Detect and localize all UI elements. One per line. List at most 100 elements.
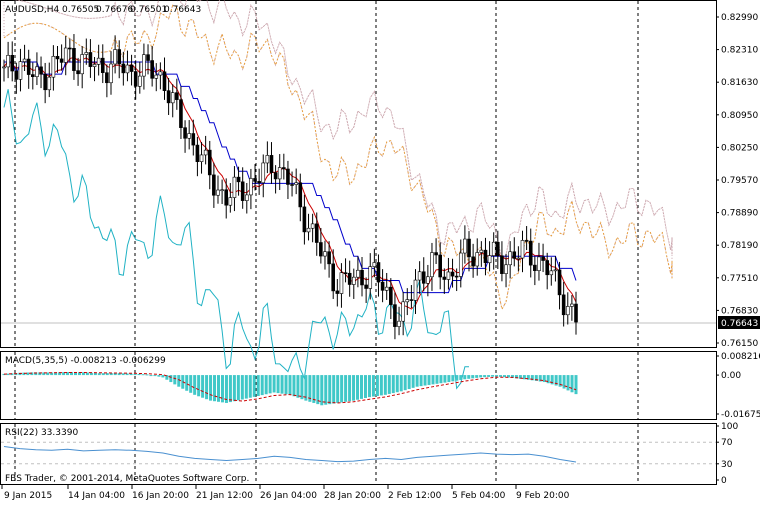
- macd-bar: [506, 375, 510, 378]
- macd-bar: [217, 375, 220, 402]
- candle-body: [549, 270, 554, 276]
- macd-bar: [169, 375, 173, 383]
- macd-bar: [201, 375, 205, 398]
- macd-bar: [344, 375, 348, 402]
- macd-bar: [165, 375, 169, 380]
- candle-body: [356, 269, 360, 278]
- candle-body: [500, 255, 504, 274]
- macd-bar: [336, 375, 340, 403]
- candle-body: [512, 251, 517, 259]
- candle-body: [175, 92, 179, 100]
- macd-bar: [2, 373, 6, 376]
- candle-body: [187, 133, 191, 139]
- macd-bar: [518, 375, 522, 379]
- candle-body: [18, 61, 23, 80]
- candle-body: [504, 264, 508, 274]
- candle-body: [302, 206, 307, 233]
- candle-body: [421, 271, 426, 284]
- candle-body: [339, 272, 344, 294]
- macd-bar: [546, 375, 550, 384]
- macd-bar: [66, 372, 70, 376]
- candle-body: [43, 73, 47, 91]
- macd-bar: [514, 375, 518, 379]
- main-panel-frame: [0, 0, 717, 348]
- candle-body: [306, 227, 311, 233]
- macd-bar: [300, 375, 304, 400]
- senkou-span-a: [3, 4, 673, 311]
- candle-body: [96, 57, 101, 65]
- candle-body: [195, 144, 200, 162]
- macd-bar: [411, 375, 415, 388]
- macd-bar: [435, 375, 439, 384]
- macd-bar: [328, 375, 332, 405]
- copyright-text: FBS Trader, © 2001-2014, MetaQuotes Soft…: [5, 474, 249, 484]
- candle-body: [244, 194, 249, 201]
- price-tick-label: 0.78890: [721, 209, 758, 219]
- candle-body: [191, 133, 196, 146]
- candle-body: [133, 71, 138, 87]
- symbol-label: AUDUSD,H4: [5, 5, 60, 15]
- macd-bar: [554, 375, 558, 386]
- candle-body: [203, 149, 208, 156]
- candle-body: [347, 272, 352, 285]
- candle-body: [376, 262, 381, 283]
- candle-body: [59, 58, 64, 63]
- macd-bar: [363, 375, 367, 399]
- candle-body: [26, 58, 31, 75]
- macd-bar: [367, 375, 371, 398]
- price-tick-label: 0.82310: [721, 46, 758, 56]
- price-tick-label: 0.82990: [721, 13, 758, 23]
- macd-tick-label: 0.008216: [721, 352, 760, 362]
- macd-bar: [352, 375, 356, 401]
- candle-body: [10, 55, 15, 72]
- candle-body: [6, 55, 10, 68]
- macd-signal-line: [3, 372, 577, 404]
- candle-body: [417, 271, 422, 281]
- macd-bar: [419, 375, 423, 387]
- macd-bar: [510, 375, 514, 378]
- macd-bar: [244, 375, 248, 399]
- macd-bar: [427, 375, 431, 385]
- candle-body: [273, 172, 278, 180]
- candle-body: [277, 167, 282, 180]
- candle-body: [574, 303, 578, 323]
- macd-bar: [558, 375, 562, 387]
- macd-bar: [304, 375, 308, 401]
- candle-body: [2, 66, 6, 69]
- ohlc-close: 0.76643: [164, 5, 201, 15]
- candle-body: [109, 63, 113, 84]
- macd-bar: [42, 372, 46, 376]
- candle-body: [524, 240, 529, 242]
- current-price-box: [718, 316, 760, 329]
- candle-body: [55, 56, 60, 60]
- macd-bar: [487, 375, 491, 377]
- candle-body: [516, 257, 521, 260]
- macd-bar: [232, 375, 236, 402]
- macd-bar: [141, 374, 145, 376]
- candle-body: [158, 71, 163, 76]
- macd-bar: [483, 375, 487, 378]
- macd-bar: [240, 375, 244, 400]
- time-tick-label: 28 Jan 20:00: [324, 491, 381, 501]
- candle-body: [228, 197, 233, 206]
- candle-body: [450, 271, 455, 277]
- candle-body: [183, 127, 187, 139]
- macd-bar: [495, 375, 499, 377]
- macd-bar: [356, 375, 360, 400]
- macd-bar: [312, 375, 316, 403]
- candle-body: [105, 72, 109, 84]
- candle-body: [150, 60, 154, 79]
- candle-body: [487, 255, 492, 264]
- senkou-span-b: [13, 0, 673, 263]
- macd-bar: [22, 372, 26, 376]
- macd-bar: [62, 372, 66, 376]
- macd-bar: [26, 372, 30, 376]
- macd-bar: [177, 375, 181, 387]
- candle-body: [335, 290, 340, 294]
- candle-body: [475, 252, 480, 267]
- macd-bar: [491, 375, 495, 377]
- candle-body: [154, 74, 159, 79]
- macd-bar: [260, 375, 264, 396]
